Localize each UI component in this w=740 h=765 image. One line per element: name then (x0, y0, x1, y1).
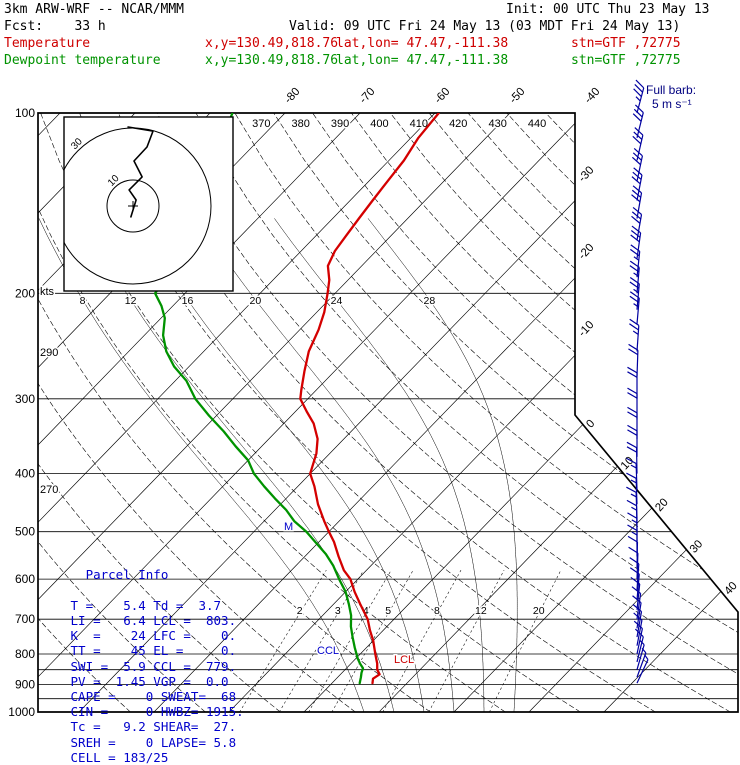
dry-adiabat-line (157, 113, 740, 712)
isotherm-right-label: 40 (722, 580, 740, 598)
parcel-info-title: Parcel Info (63, 567, 244, 582)
moist-adiabat-label: 12 (125, 295, 137, 307)
pressure-tick-label: 1000 (8, 705, 35, 719)
wind-barb (631, 577, 640, 609)
annotation-m: M (284, 521, 293, 533)
parcel-info-row: CIN = 0 HWBZ= 1915. (63, 704, 244, 719)
dry-adiabat-label: 420 (449, 118, 467, 130)
pressure-tick-label: 600 (15, 572, 35, 586)
dry-adiabat-label: 430 (488, 118, 506, 130)
wind-barb (637, 655, 648, 683)
mixing-ratio-label: 3 (335, 605, 341, 617)
parcel-info-row: LI = 6.4 LCL = 803. (63, 613, 244, 628)
annotation-kts: kts (40, 286, 55, 298)
dry-adiabat-line (468, 113, 740, 712)
isotherm-top-label: -60 (432, 86, 452, 106)
isotherm-right-label: -20 (576, 242, 596, 262)
temperature-curve (300, 113, 439, 683)
wind-legend-line1: Full barb: (646, 83, 696, 97)
moist-adiabat-line (275, 219, 485, 713)
wind-barb (630, 568, 639, 600)
isotherm-top-label: -80 (282, 86, 302, 106)
parcel-info-row: CELL = 183/25 (63, 750, 244, 765)
moist-adiabat-line (368, 219, 517, 713)
wind-barb (629, 319, 638, 351)
wind-legend-line2: 5 m s⁻¹ (652, 97, 692, 111)
mixing-ratio-line (489, 570, 560, 712)
annotation-290: 290 (40, 347, 58, 359)
mixing-ratio-line (279, 570, 363, 712)
skewt-page: { "header": { "model_title": "3km ARW-WR… (0, 0, 740, 740)
parcel-info-row: SWI = 5.9 CCL = 779. (63, 659, 244, 674)
isotherm-line (604, 113, 740, 712)
wind-barb (630, 261, 639, 293)
isotherm-right-label: 10 (619, 455, 637, 473)
wind-barb (637, 640, 644, 669)
isotherm-line (379, 113, 740, 712)
wind-barb (628, 344, 637, 376)
parcel-info-row: T = 5.4 Td = 3.7 (63, 598, 244, 613)
isotherm-line (229, 113, 740, 712)
isotherm-top-label: -40 (582, 86, 602, 106)
pressure-tick-label: 500 (15, 525, 35, 539)
isotherm-right-label: -30 (576, 164, 596, 184)
parcel-info-box: Parcel Info T = 5.4 Td = 3.7 LI = 6.4 LC… (63, 537, 244, 765)
dry-adiabat-line (313, 113, 740, 712)
dry-adiabat-label: 370 (252, 118, 270, 130)
dry-adiabat-line (390, 113, 740, 712)
pressure-tick-label: 800 (15, 647, 35, 661)
wind-barb (630, 292, 639, 324)
isotherm-right-label: -10 (576, 319, 596, 339)
parcel-info-row: PV = 1.45 VGP = 0.0 (63, 674, 244, 689)
pressure-tick-label: 700 (15, 612, 35, 626)
mixing-ratio-label: 12 (475, 605, 487, 617)
mixing-ratio-label: 20 (533, 605, 545, 617)
dry-adiabat-label: 380 (292, 118, 310, 130)
isotherm-right-label: 30 (688, 538, 706, 556)
parcel-info-row: CAPE = 0 SWEAT= 68 (63, 689, 244, 704)
isotherm-line (454, 113, 740, 712)
mixing-ratio-label: 8 (434, 605, 440, 617)
moist-adiabat-label: 8 (80, 295, 86, 307)
isotherm-right-label: 20 (653, 496, 671, 514)
parcel-info-row: TT = 45 EL = 0. (63, 643, 244, 658)
dry-adiabat-label: 440 (528, 118, 546, 130)
pressure-tick-label: 100 (15, 106, 35, 120)
mixing-ratio-line (383, 570, 461, 712)
isotherm-top-label: -50 (507, 86, 527, 106)
isotherm-top-label: -70 (357, 86, 377, 106)
parcel-info-row: SREH = 0 LAPSE= 5.8 (63, 735, 244, 750)
annotation-270: 270 (40, 484, 58, 496)
pressure-tick-label: 900 (15, 678, 35, 692)
mixing-ratio-label: 5 (385, 605, 391, 617)
moist-adiabat-label: 28 (424, 295, 436, 307)
dry-adiabat-line (507, 113, 740, 712)
dry-adiabat-line (274, 113, 740, 712)
mixing-ratio-line (240, 570, 327, 712)
dry-adiabat-label: 400 (370, 118, 388, 130)
annotation-lcl: LCL (394, 654, 414, 666)
dry-adiabat-line (235, 113, 740, 712)
mixing-ratio-line (429, 570, 504, 712)
dry-adiabat-label: 390 (331, 118, 349, 130)
mixing-ratio-label: 2 (297, 605, 303, 617)
moist-adiabat-label: 20 (250, 295, 262, 307)
annotation-ccl: CCL (317, 645, 339, 657)
dry-adiabat-line (196, 113, 740, 712)
pressure-tick-label: 200 (15, 286, 35, 300)
pressure-tick-label: 300 (15, 392, 35, 406)
pressure-tick-label: 400 (15, 467, 35, 481)
moist-adiabat-label: 24 (331, 295, 343, 307)
parcel-info-row: K = 24 LFC = 0. (63, 628, 244, 643)
parcel-info-row: Tc = 9.2 SHEAR= 27. (63, 719, 244, 734)
dry-adiabat-line (351, 113, 740, 712)
moist-adiabat-label: 16 (182, 295, 194, 307)
